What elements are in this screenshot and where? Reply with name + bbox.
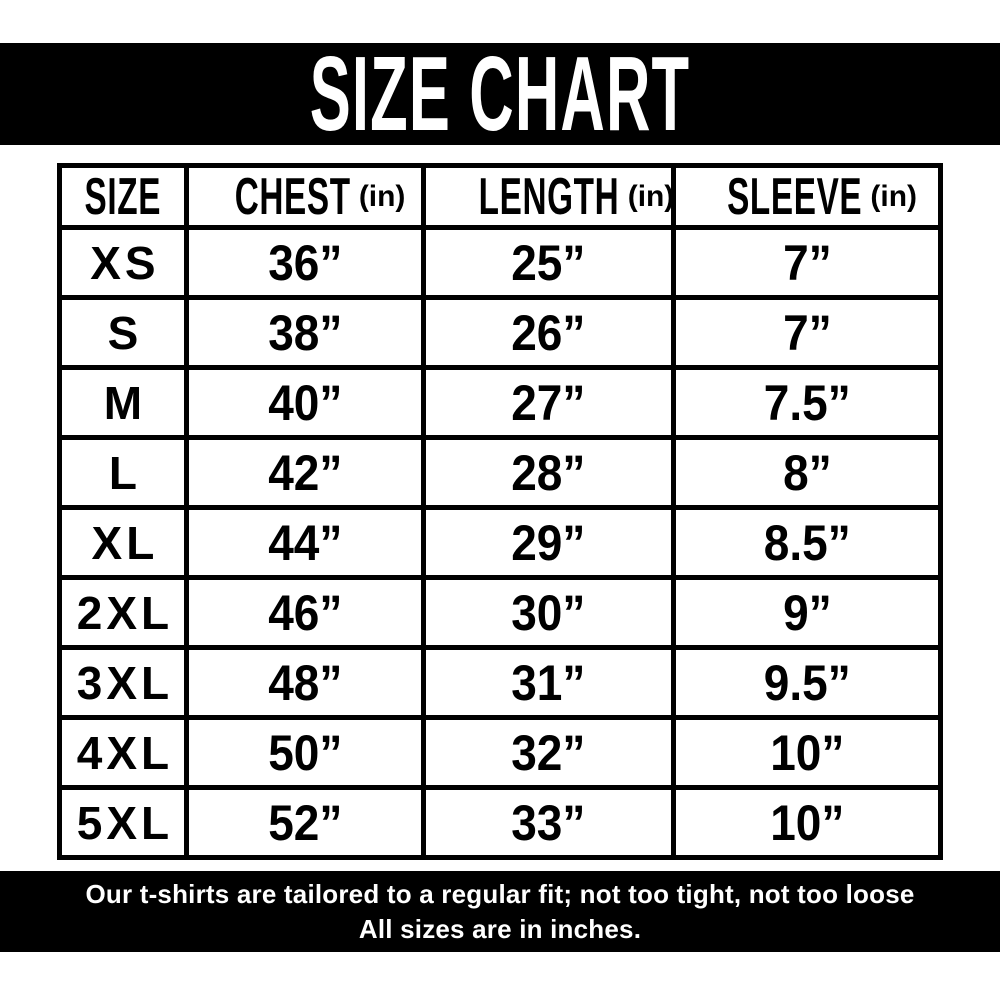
column-header-length: LENGTH (in): [420, 163, 677, 230]
title-banner: SIZE CHART: [0, 35, 1000, 153]
cell-size: 2XL: [57, 575, 189, 650]
column-header-size-label: SIZE: [84, 167, 162, 226]
cell-sleeve: 10”: [671, 715, 943, 790]
cell-size: M: [57, 365, 189, 440]
table-row: XL 44” 29” 8.5”: [57, 505, 943, 580]
cell-sleeve: 9”: [671, 575, 943, 650]
column-header-chest-unit: (in): [358, 179, 406, 213]
cell-sleeve: 10”: [671, 785, 943, 860]
column-header-sleeve: SLEEVE (in): [671, 163, 943, 230]
footer-banner: Our t-shirts are tailored to a regular f…: [0, 871, 1000, 952]
cell-length: 29”: [420, 505, 677, 580]
column-header-sleeve-label: SLEEVE: [727, 167, 863, 226]
cell-size: XS: [57, 225, 189, 300]
footer-note-units: All sizes are in inches.: [358, 914, 642, 944]
cell-size: 3XL: [57, 645, 189, 720]
column-header-length-unit: (in): [627, 179, 674, 213]
cell-chest: 40”: [183, 365, 426, 440]
cell-chest: 36”: [183, 225, 426, 300]
cell-sleeve: 7”: [671, 295, 943, 370]
cell-size: S: [57, 295, 189, 370]
cell-length: 30”: [420, 575, 677, 650]
size-chart-table: SIZE CHEST (in) LENGTH (in) SLEEVE (in) XS …: [57, 163, 943, 860]
table-row: 5XL 52” 33” 10”: [57, 785, 943, 860]
column-header-chest: CHEST (in): [183, 163, 426, 230]
column-header-size: SIZE: [57, 163, 189, 230]
page-title: SIZE CHART: [309, 35, 691, 153]
cell-length: 28”: [420, 435, 677, 510]
cell-size: 5XL: [57, 785, 189, 860]
cell-length: 25”: [420, 225, 677, 300]
cell-sleeve: 9.5”: [671, 645, 943, 720]
cell-length: 26”: [420, 295, 677, 370]
cell-sleeve: 8.5”: [671, 505, 943, 580]
cell-chest: 50”: [183, 715, 426, 790]
cell-length: 31”: [420, 645, 677, 720]
cell-sleeve: 7”: [671, 225, 943, 300]
column-header-chest-label: CHEST: [234, 167, 351, 226]
cell-size: 4XL: [57, 715, 189, 790]
cell-chest: 52”: [183, 785, 426, 860]
cell-length: 32”: [420, 715, 677, 790]
cell-sleeve: 8”: [671, 435, 943, 510]
cell-chest: 38”: [183, 295, 426, 370]
cell-length: 27”: [420, 365, 677, 440]
cell-size: XL: [57, 505, 189, 580]
column-header-length-label: LENGTH: [478, 167, 620, 226]
table-row: L 42” 28” 8”: [57, 435, 943, 510]
table-row: 3XL 48” 31” 9.5”: [57, 645, 943, 720]
cell-chest: 44”: [183, 505, 426, 580]
cell-chest: 46”: [183, 575, 426, 650]
table-row: S 38” 26” 7”: [57, 295, 943, 370]
cell-chest: 48”: [183, 645, 426, 720]
cell-sleeve: 7.5”: [671, 365, 943, 440]
table-header-row: SIZE CHEST (in) LENGTH (in) SLEEVE (in): [57, 163, 943, 230]
cell-chest: 42”: [183, 435, 426, 510]
footer-note-fit: Our t-shirts are tailored to a regular f…: [85, 878, 915, 909]
cell-size: L: [57, 435, 189, 510]
table-row: 2XL 46” 30” 9”: [57, 575, 943, 650]
column-header-sleeve-unit: (in): [870, 179, 918, 213]
cell-length: 33”: [420, 785, 677, 860]
table-row: XS 36” 25” 7”: [57, 225, 943, 300]
table-row: 4XL 50” 32” 10”: [57, 715, 943, 790]
table-row: M 40” 27” 7.5”: [57, 365, 943, 440]
